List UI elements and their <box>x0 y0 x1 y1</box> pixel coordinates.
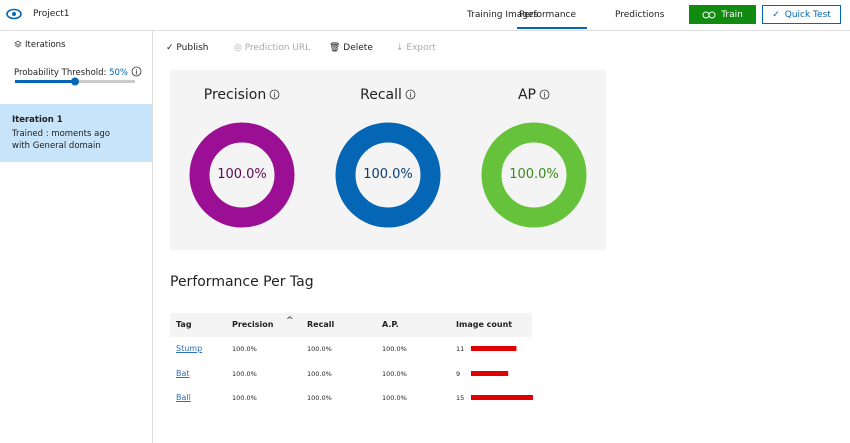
toolbar-label: Publish <box>176 43 209 53</box>
tag-link[interactable]: Bat <box>176 368 190 378</box>
svg-text:i: i <box>274 91 276 99</box>
count-bar-area <box>471 370 509 376</box>
image-count: 9 <box>456 369 461 378</box>
toolbar-item[interactable]: ✓ Publish <box>166 43 209 53</box>
layers-icon <box>14 40 22 48</box>
svg-text:i: i <box>544 91 546 99</box>
per-tag-title: Performance Per Tag <box>170 274 314 290</box>
top-bar: Project1 Training Images Performance Pre… <box>0 0 850 31</box>
toolbar-item[interactable]: ◎ Prediction URL <box>234 43 311 53</box>
metric-title: AP i <box>474 87 594 103</box>
cell: 100.0% <box>232 369 257 378</box>
info-icon: i <box>539 89 550 100</box>
count-bar <box>471 395 533 400</box>
table-header <box>170 313 532 337</box>
iteration-card[interactable]: Iteration 1 Trained : moments ago with G… <box>0 104 152 162</box>
column-header[interactable]: A.P. <box>382 320 399 329</box>
cell: 100.0% <box>232 345 257 353</box>
count-bar <box>471 346 517 351</box>
check-icon: ✓ <box>772 9 780 20</box>
info-icon: i <box>269 89 280 100</box>
quick-test-label: Quick Test <box>784 9 831 20</box>
count-bar <box>471 370 509 376</box>
svg-text:i: i <box>409 91 411 99</box>
cell: 100.0% <box>382 394 407 402</box>
threshold-label: Probability Threshold: <box>14 68 107 78</box>
metric-name: Precision <box>203 87 267 103</box>
toolbar-label: Export <box>406 43 436 53</box>
toolbar-item[interactable]: 🗑 Delete <box>329 43 373 53</box>
donut-ring <box>335 122 441 228</box>
info-icon: i <box>131 66 142 77</box>
eye-icon <box>6 8 22 20</box>
column-header[interactable]: Precision <box>232 320 274 329</box>
iterations-label: Iterations <box>25 40 66 50</box>
cell: 100.0% <box>382 369 407 378</box>
column-header[interactable]: Tag <box>176 320 192 329</box>
train-label: Train <box>721 9 743 20</box>
image-count: 11 <box>456 345 465 353</box>
train-button[interactable]: Train <box>689 5 756 24</box>
cell: 100.0% <box>307 369 332 378</box>
cell: 100.0% <box>307 394 332 402</box>
cell: 100.0% <box>382 345 407 353</box>
toolbar-label: Delete <box>343 43 373 53</box>
project-name: Project1 <box>33 9 70 19</box>
toolbar-item[interactable]: ↓ Export <box>396 43 436 53</box>
quick-test-button[interactable]: ✓ Quick Test <box>762 5 841 24</box>
metric-value: 100.0% <box>509 167 559 182</box>
count-bar-area <box>471 395 533 400</box>
info-icon: i <box>405 89 416 100</box>
train-icon <box>702 11 716 18</box>
count-bar-area <box>471 346 517 351</box>
metric-title: Precision i <box>182 87 302 103</box>
metric-name: Recall <box>360 87 402 103</box>
tag-link[interactable]: Ball <box>176 393 191 402</box>
tag-link[interactable]: Stump <box>176 344 203 353</box>
tab[interactable]: Training Images <box>467 10 539 20</box>
toolbar-label: Prediction URL <box>244 43 311 53</box>
donut-ring <box>481 122 587 228</box>
column-header[interactable]: Recall <box>307 320 335 329</box>
metric-title: Recall i <box>328 87 448 103</box>
cell: 100.0% <box>232 394 257 402</box>
cell: 100.0% <box>307 345 332 353</box>
donut <box>189 122 295 228</box>
tab[interactable]: Predictions <box>615 10 665 20</box>
sidebar: Iterations Probability Threshold: 50% i … <box>0 31 153 443</box>
donut <box>335 122 441 228</box>
metric-name: AP <box>517 87 537 103</box>
tab[interactable]: Performance <box>519 10 577 20</box>
active-tab-underline <box>517 27 587 29</box>
iteration-details: Trained : moments ago with General domai… <box>12 129 110 151</box>
threshold-slider[interactable] <box>14 76 138 86</box>
metric-value: 100.0% <box>217 167 267 182</box>
threshold: Probability Threshold: 50% i <box>14 66 142 78</box>
donut <box>481 122 587 228</box>
svg-text:i: i <box>135 68 137 76</box>
threshold-value: 50% <box>109 68 128 78</box>
metric-value: 100.0% <box>363 167 413 182</box>
image-count: 15 <box>456 394 465 402</box>
iteration-title: Iteration 1 <box>12 115 63 125</box>
column-header[interactable]: Image count <box>456 320 513 329</box>
sort-caret: ^ <box>286 316 294 326</box>
donut-ring <box>189 122 295 228</box>
